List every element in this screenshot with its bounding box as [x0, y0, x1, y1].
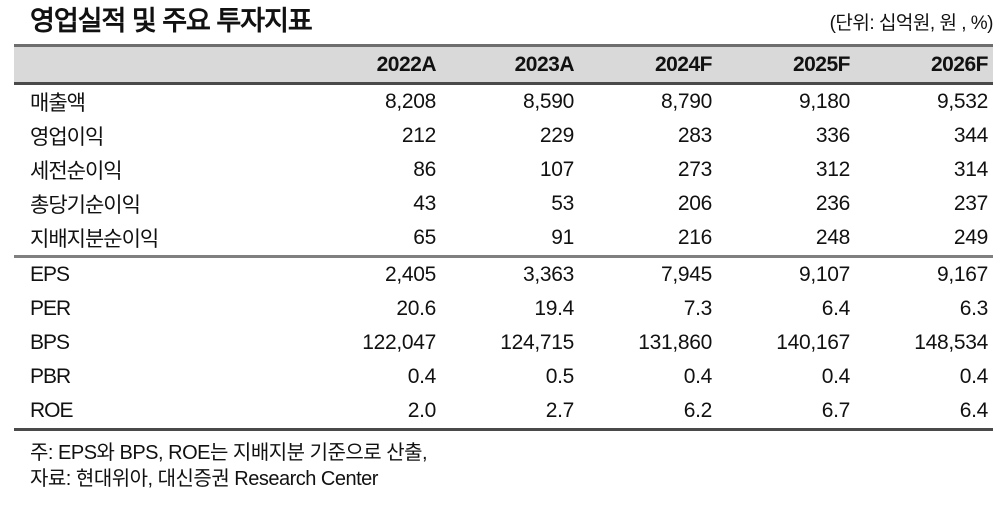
table-header-bar: 영업실적 및 주요 투자지표 (단위: 십억원, 원 , %) — [14, 6, 994, 44]
table-cell: 344 — [953, 124, 988, 148]
table-cell: 124,715 — [500, 331, 574, 355]
column-header: 2023A — [441, 45, 579, 84]
unit-label: (단위: 십억원, 원 , %) — [829, 13, 994, 35]
row-label: PBR — [30, 365, 71, 389]
column-header: 2026F — [855, 45, 993, 84]
table-cell: 212 — [401, 124, 436, 148]
row-label: 매출액 — [30, 92, 86, 116]
row-label-header — [14, 45, 303, 84]
row-label: PER — [30, 297, 71, 321]
table-cell: 9,532 — [936, 90, 988, 114]
table-cell: 6.7 — [717, 394, 855, 432]
table-cell: 148,534 — [914, 331, 988, 355]
table-cell: 122,047 — [362, 331, 436, 355]
table-cell: 216 — [677, 226, 712, 250]
table-cell: 131,860 — [638, 331, 712, 355]
row-label: 총당기순이익 — [30, 194, 141, 218]
table-cell: 2.0 — [303, 394, 441, 432]
table-cell: 43 — [413, 192, 436, 216]
table-cell: 6.3 — [959, 297, 989, 321]
table-cell: 0.4 — [959, 365, 989, 389]
row-label: 지배지분순이익 — [30, 228, 159, 252]
column-header: 2024F — [579, 45, 717, 84]
table-row: BPS 122,047 124,715 131,860 140,167 148,534 — [14, 326, 993, 360]
table-row: EPS 2,405 3,363 7,945 9,107 9,167 — [14, 255, 993, 293]
table-cell: 9,107 — [717, 255, 855, 293]
table-cell: 9,167 — [855, 255, 993, 293]
table-cell: 248 — [815, 226, 850, 250]
table-cell: 7,945 — [579, 255, 717, 293]
table-cell: 206 — [677, 192, 712, 216]
table-cell: 107 — [539, 158, 574, 182]
table-cell: 312 — [815, 158, 850, 182]
table-cell: 6.2 — [579, 394, 717, 432]
table-section: EPS 2,405 3,363 7,945 9,107 9,167 PER 20.6 19.4 7… — [14, 255, 993, 432]
table-cell: 0.4 — [407, 365, 437, 389]
table-cell: 8,790 — [660, 90, 712, 114]
footnote-source: 자료: 현대위아, 대신증권 Research Center — [30, 468, 378, 491]
table-cell: 237 — [953, 192, 988, 216]
table-cell: 53 — [551, 192, 574, 216]
table-cell: 0.4 — [683, 365, 713, 389]
column-header: 2022A — [303, 45, 441, 84]
table-cell: 9,180 — [798, 90, 850, 114]
row-label: 영업이익 — [30, 126, 104, 150]
table-row: PER 20.6 19.4 7.3 6.4 6.3 — [14, 292, 993, 326]
table-cell: 140,167 — [776, 331, 850, 355]
row-label: EPS — [14, 255, 303, 293]
table-cell: 0.4 — [821, 365, 851, 389]
table-cell: 314 — [953, 158, 988, 182]
table-cell: 8,208 — [384, 90, 436, 114]
financial-table: 2022A 2023A 2024F 2025F 2026F 매출액 8,208 8,590 8… — [14, 44, 993, 432]
row-label: ROE — [14, 394, 303, 432]
table-cell: 6.4 — [855, 394, 993, 432]
table-cell: 2,405 — [303, 255, 441, 293]
table-row: 총당기순이익 43 53 206 236 237 — [14, 187, 993, 221]
table-cell: 2.7 — [441, 394, 579, 432]
table-row: ROE 2.0 2.7 6.2 6.7 6.4 — [14, 394, 993, 432]
table-head: 2022A 2023A 2024F 2025F 2026F — [14, 45, 993, 84]
table-cell: 273 — [677, 158, 712, 182]
row-label: BPS — [30, 331, 70, 355]
page-title: 영업실적 및 주요 투자지표 — [30, 6, 313, 36]
table-cell: 86 — [413, 158, 436, 182]
table-row: 영업이익 212 229 283 336 344 — [14, 119, 993, 153]
table-section: 매출액 8,208 8,590 8,790 9,180 9,532 영업이익 212 229 28… — [14, 84, 993, 257]
table-cell: 236 — [815, 192, 850, 216]
table-cell: 249 — [953, 226, 988, 250]
table-cell: 7.3 — [683, 297, 713, 321]
table-row: PBR 0.4 0.5 0.4 0.4 0.4 — [14, 360, 993, 394]
table-cell: 336 — [815, 124, 850, 148]
table-row: 지배지분순이익 65 91 216 248 249 — [14, 221, 993, 257]
table-cell: 0.5 — [545, 365, 575, 389]
table-cell: 8,590 — [522, 90, 574, 114]
footnote-calculation: 주: EPS와 BPS, ROE는 지배지분 기준으로 산출, — [30, 442, 428, 465]
table-cell: 283 — [677, 124, 712, 148]
column-header: 2025F — [717, 45, 855, 84]
table-cell: 6.4 — [821, 297, 851, 321]
table-row: 세전순이익 86 107 273 312 314 — [14, 153, 993, 187]
table-cell: 65 — [413, 226, 436, 250]
table-cell: 91 — [551, 226, 574, 250]
table-cell: 229 — [539, 124, 574, 148]
footnotes: 주: EPS와 BPS, ROE는 지배지분 기준으로 산출, 자료: 현대위아… — [30, 440, 993, 492]
table-cell: 3,363 — [441, 255, 579, 293]
row-label: 세전순이익 — [30, 160, 123, 184]
table-cell: 20.6 — [396, 297, 436, 321]
table-cell: 19.4 — [534, 297, 574, 321]
header-row: 2022A 2023A 2024F 2025F 2026F — [14, 45, 993, 84]
table-row: 매출액 8,208 8,590 8,790 9,180 9,532 — [14, 84, 993, 120]
